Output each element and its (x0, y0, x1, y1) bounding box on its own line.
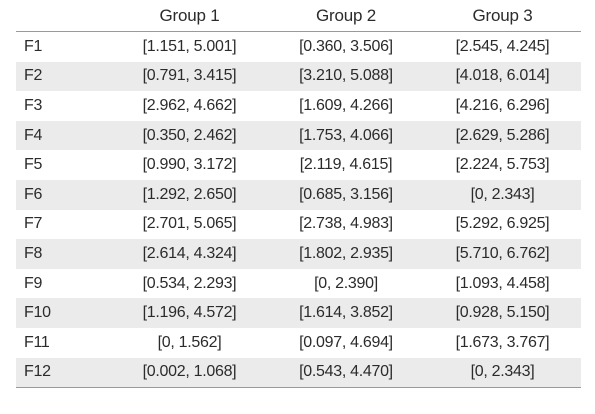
table-row: F2 [0.791, 3.415] [3.210, 5.088] [4.018,… (16, 61, 581, 92)
table-cell: [0, 1.562] (157, 333, 222, 351)
table-row: F12 [0.002, 1.068] [0.543, 4.470] [0, 2.… (16, 357, 581, 389)
table-cell: [2.119, 4.615] (299, 156, 393, 174)
table-cell: [0.928, 5.150] (424, 298, 581, 328)
row-label: F7 (24, 215, 43, 233)
table-cell: [2.962, 4.662] (142, 96, 237, 114)
table-cell: [0.685, 3.156] (268, 179, 424, 210)
table-cell: [5.710, 6.762] (424, 239, 581, 269)
column-header-group-2: Group 2 (268, 0, 424, 32)
table-row: F11 [0, 1.562] [0.097, 4.694] [1.673, 3.… (16, 328, 581, 358)
table-row: F9 [0.534, 2.293] [0, 2.390] [1.093, 4.4… (16, 269, 581, 299)
table-row: F7 [2.701, 5.065] [2.738, 4.983] [5.292,… (16, 210, 581, 240)
table-cell: [1.093, 4.458] (455, 274, 550, 292)
row-label: F9 (24, 274, 43, 292)
table-cell: [0.097, 4.694] (299, 333, 393, 351)
table-body: F1 [1.151, 5.001] [0.360, 3.506] [2.545,… (16, 32, 581, 389)
table-row: F4 [0.350, 2.462] [1.753, 4.066] [2.629,… (16, 120, 581, 151)
table-cell: [1.673, 3.767] (455, 333, 550, 351)
row-label: F12 (16, 357, 111, 389)
row-label: F5 (24, 156, 43, 174)
row-label: F4 (16, 120, 111, 151)
table-cell: [0, 2.343] (424, 357, 581, 389)
table-cell: [0.534, 2.293] (142, 274, 237, 292)
header-row: Group 1 Group 2 Group 3 (16, 0, 581, 32)
column-header-group-3: Group 3 (424, 0, 581, 32)
table-cell: [2.701, 5.065] (142, 215, 237, 233)
table-cell: [0.791, 3.415] (111, 61, 268, 92)
table-row: F3 [2.962, 4.662] [1.609, 4.266] [4.216,… (16, 91, 581, 121)
table-cell: [2.629, 5.286] (424, 120, 581, 151)
table-row: F8 [2.614, 4.324] [1.802, 2.935] [5.710,… (16, 239, 581, 269)
table-cell: [0.002, 1.068] (111, 357, 268, 389)
row-label: F3 (24, 96, 43, 114)
table-cell: [0.990, 3.172] (142, 156, 237, 174)
table-cell: [5.292, 6.925] (455, 215, 550, 233)
table-cell: [0.350, 2.462] (111, 120, 268, 151)
table-cell: [1.196, 4.572] (111, 298, 268, 328)
column-header-group-1: Group 1 (111, 0, 268, 32)
interval-table-container: Group 1 Group 2 Group 3 F1 [1.151, 5.001… (16, 0, 581, 389)
table-row: F6 [1.292, 2.650] [0.685, 3.156] [0, 2.3… (16, 179, 581, 210)
table-cell: [1.753, 4.066] (268, 120, 424, 151)
table-cell: [4.018, 6.014] (424, 61, 581, 92)
table-cell: [1.609, 4.266] (299, 96, 393, 114)
table-header: Group 1 Group 2 Group 3 (16, 0, 581, 32)
row-label: F1 (24, 37, 43, 55)
row-label: F8 (16, 239, 111, 269)
table-row: F5 [0.990, 3.172] [2.119, 4.615] [2.224,… (16, 150, 581, 180)
table-cell: [1.614, 3.852] (268, 298, 424, 328)
table-cell: [0.360, 3.506] (299, 37, 393, 55)
row-label: F2 (16, 61, 111, 92)
table-cell: [2.224, 5.753] (455, 156, 550, 174)
table-cell: [2.614, 4.324] (111, 239, 268, 269)
table-cell: [1.802, 2.935] (268, 239, 424, 269)
corner-header-cell (16, 0, 111, 32)
row-label: F10 (16, 298, 111, 328)
interval-table: Group 1 Group 2 Group 3 F1 [1.151, 5.001… (16, 0, 581, 389)
row-label: F11 (24, 333, 50, 351)
table-cell: [2.738, 4.983] (299, 215, 393, 233)
table-cell: [1.292, 2.650] (111, 179, 268, 210)
table-cell: [0, 2.343] (424, 179, 581, 210)
row-label: F6 (16, 179, 111, 210)
table-cell: [4.216, 6.296] (455, 96, 550, 114)
table-cell: [1.151, 5.001] (142, 37, 237, 55)
table-row: F10 [1.196, 4.572] [1.614, 3.852] [0.928… (16, 298, 581, 328)
table-cell: [3.210, 5.088] (268, 61, 424, 92)
table-cell: [0, 2.390] (314, 274, 378, 292)
table-cell: [2.545, 4.245] (455, 37, 550, 55)
table-cell: [0.543, 4.470] (268, 357, 424, 389)
table-row: F1 [1.151, 5.001] [0.360, 3.506] [2.545,… (16, 32, 581, 62)
